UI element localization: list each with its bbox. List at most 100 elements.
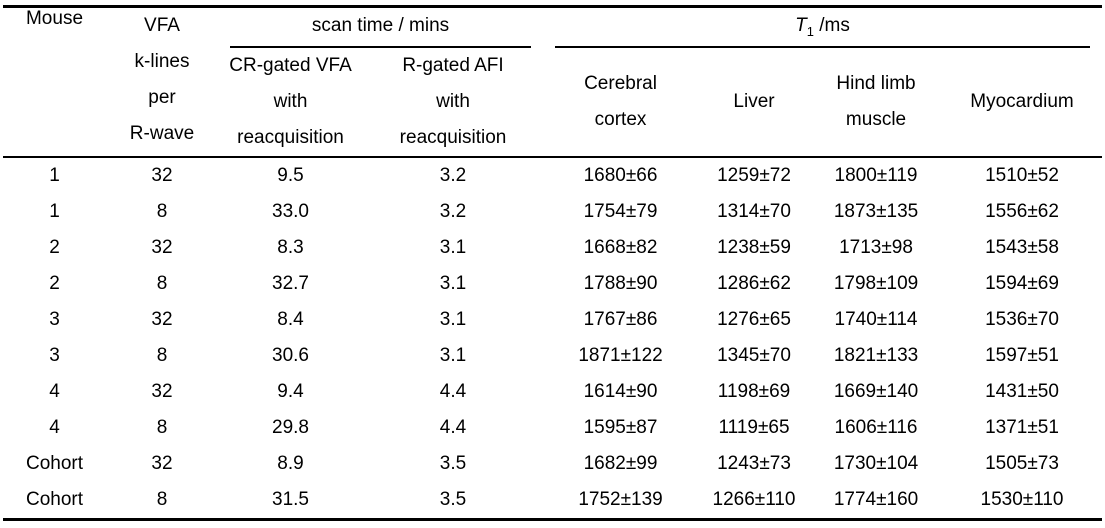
table-row: 3 8 30.6 3.1 1871±122 1345±70 1821±133 1… xyxy=(3,338,1102,374)
col-header-mouse: Mouse xyxy=(3,6,106,158)
cell-t1-cerebral-cortex: 1788±90 xyxy=(583,273,658,294)
cell-klines: 8 xyxy=(156,201,168,222)
table-body: 1 32 9.5 3.2 1680±66 1259±72 1800±119 15… xyxy=(3,157,1102,520)
cell-scan-time-r-gated-afi: 3.1 xyxy=(439,237,467,258)
cell-t1-cerebral-cortex: 1680±66 xyxy=(583,165,658,186)
cell-t1-hind-limb-muscle: 1800±119 xyxy=(834,165,918,186)
cell-t1-hind-limb-muscle: 1774±160 xyxy=(833,489,919,510)
mouse-label: Mouse xyxy=(25,8,84,29)
cell-mouse: Cohort xyxy=(25,453,84,474)
cell-t1-hind-limb-muscle: 1730±104 xyxy=(833,453,919,474)
table-row: Cohort 32 8.9 3.5 1682±99 1243±73 1730±1… xyxy=(3,446,1102,482)
cell-t1-myocardium: 1597±51 xyxy=(985,345,1059,366)
cell-mouse: Cohort xyxy=(25,489,84,510)
cell-t1-cerebral-cortex: 1752±139 xyxy=(578,489,663,510)
liver-label: Liver xyxy=(733,91,775,112)
cell-scan-time-cr-gated-vfa: 29.8 xyxy=(272,417,309,438)
cell-klines: 8 xyxy=(156,417,168,438)
vfa-klines-line-3: per xyxy=(148,87,176,108)
cell-klines: 32 xyxy=(151,381,173,402)
cell-klines: 32 xyxy=(151,309,173,330)
group-header-scan-time: scan time / mins xyxy=(218,7,543,48)
cell-t1-myocardium: 1505±73 xyxy=(985,453,1059,474)
cell-scan-time-cr-gated-vfa: 32.7 xyxy=(272,273,309,294)
table-header: Mouse VFA k-lines per R-wave scan time /… xyxy=(3,6,1103,158)
cell-mouse: 3 xyxy=(49,309,60,330)
table-row: 4 8 29.8 4.4 1595±87 1119±65 1606±116 13… xyxy=(3,410,1102,446)
cell-klines: 32 xyxy=(151,165,173,186)
table-row: Cohort 8 31.5 3.5 1752±139 1266±110 1774… xyxy=(3,482,1102,520)
vfa-klines-line-1: VFA xyxy=(144,15,180,36)
cell-t1-liver: 1243±73 xyxy=(717,453,791,474)
cell-t1-myocardium: 1594±69 xyxy=(985,273,1059,294)
cell-t1-myocardium: 1431±50 xyxy=(985,381,1059,402)
cell-t1-hind-limb-muscle: 1713±98 xyxy=(839,237,913,258)
cell-klines: 32 xyxy=(151,237,173,258)
cell-scan-time-cr-gated-vfa: 9.4 xyxy=(277,381,304,402)
hind-limb-line-2: muscle xyxy=(845,109,907,130)
cell-t1-myocardium: 1536±70 xyxy=(985,309,1059,330)
cell-mouse: 3 xyxy=(49,345,60,366)
cr-gated-line-1: CR-gated VFA xyxy=(229,55,352,76)
col-header-cr-gated-vfa: CR-gated VFA with reacquisition xyxy=(218,48,363,158)
cell-t1-hind-limb-muscle: 1798±109 xyxy=(833,273,919,294)
cell-scan-time-r-gated-afi: 3.1 xyxy=(439,309,467,330)
cerebral-line-1: Cerebral xyxy=(584,73,657,94)
cell-t1-myocardium: 1371±51 xyxy=(985,417,1059,438)
cell-scan-time-r-gated-afi: 4.4 xyxy=(439,417,467,438)
header-sub-row: CR-gated VFA with reacquisition R-gated … xyxy=(3,48,1103,158)
cell-mouse: 2 xyxy=(49,237,60,258)
t1-symbol: T xyxy=(795,15,807,36)
vfa-klines-line-4: R-wave xyxy=(129,123,195,144)
cell-t1-myocardium: 1556±62 xyxy=(985,201,1059,222)
group-header-t1: T1 /ms xyxy=(543,7,1102,48)
col-header-liver: Liver xyxy=(698,48,811,158)
cr-gated-line-3: reacquisition xyxy=(237,127,344,148)
cell-scan-time-r-gated-afi: 3.2 xyxy=(439,201,467,222)
cell-scan-time-cr-gated-vfa: 33.0 xyxy=(272,201,309,222)
cell-t1-liver: 1259±72 xyxy=(717,165,791,186)
cell-t1-hind-limb-muscle: 1740±114 xyxy=(834,309,918,330)
cell-t1-liver: 1198±69 xyxy=(717,381,791,402)
cell-scan-time-cr-gated-vfa: 31.5 xyxy=(272,489,309,510)
cell-scan-time-cr-gated-vfa: 30.6 xyxy=(272,345,309,366)
cell-t1-cerebral-cortex: 1614±90 xyxy=(583,381,658,402)
cell-t1-cerebral-cortex: 1767±86 xyxy=(583,309,658,330)
r-gated-line-2: with xyxy=(436,91,470,112)
cell-t1-cerebral-cortex: 1668±82 xyxy=(583,237,658,258)
cell-t1-liver: 1314±70 xyxy=(717,201,791,222)
cell-scan-time-cr-gated-vfa: 8.9 xyxy=(277,453,304,474)
cell-scan-time-r-gated-afi: 3.2 xyxy=(439,165,467,186)
cell-mouse: 1 xyxy=(49,165,60,186)
cell-mouse: 2 xyxy=(49,273,60,294)
myocardium-label: Myocardium xyxy=(970,91,1074,112)
table-row: 4 32 9.4 4.4 1614±90 1198±69 1669±140 14… xyxy=(3,374,1102,410)
cell-klines: 8 xyxy=(156,489,168,510)
cerebral-line-2: cortex xyxy=(594,109,647,130)
table-row: 2 32 8.3 3.1 1668±82 1238±59 1713±98 154… xyxy=(3,230,1102,266)
cell-t1-myocardium: 1510±52 xyxy=(985,165,1059,186)
cell-t1-myocardium: 1530±110 xyxy=(980,489,1064,510)
cell-scan-time-cr-gated-vfa: 8.4 xyxy=(277,309,304,330)
cell-t1-liver: 1276±65 xyxy=(717,309,791,330)
cell-t1-hind-limb-muscle: 1873±135 xyxy=(833,201,919,222)
cell-klines: 32 xyxy=(151,453,173,474)
cell-t1-liver: 1119±65 xyxy=(718,417,790,438)
cell-t1-myocardium: 1543±58 xyxy=(985,237,1059,258)
cell-klines: 8 xyxy=(156,273,168,294)
t1-results-table: Mouse VFA k-lines per R-wave scan time /… xyxy=(3,5,1103,521)
cell-scan-time-r-gated-afi: 3.5 xyxy=(439,453,467,474)
col-header-hind-limb-muscle: Hind limb muscle xyxy=(810,48,943,158)
cell-t1-liver: 1238±59 xyxy=(717,237,791,258)
col-header-myocardium: Myocardium xyxy=(942,48,1103,158)
cell-t1-cerebral-cortex: 1871±122 xyxy=(578,345,663,366)
t1-subscript: 1 xyxy=(806,23,814,39)
cell-t1-hind-limb-muscle: 1669±140 xyxy=(833,381,919,402)
cell-scan-time-r-gated-afi: 3.5 xyxy=(439,489,467,510)
table-row: 1 32 9.5 3.2 1680±66 1259±72 1800±119 15… xyxy=(3,157,1102,194)
cell-t1-hind-limb-muscle: 1821±133 xyxy=(833,345,919,366)
table-row: 3 32 8.4 3.1 1767±86 1276±65 1740±114 15… xyxy=(3,302,1102,338)
cell-scan-time-cr-gated-vfa: 8.3 xyxy=(277,237,304,258)
hind-limb-line-1: Hind limb xyxy=(836,73,916,94)
